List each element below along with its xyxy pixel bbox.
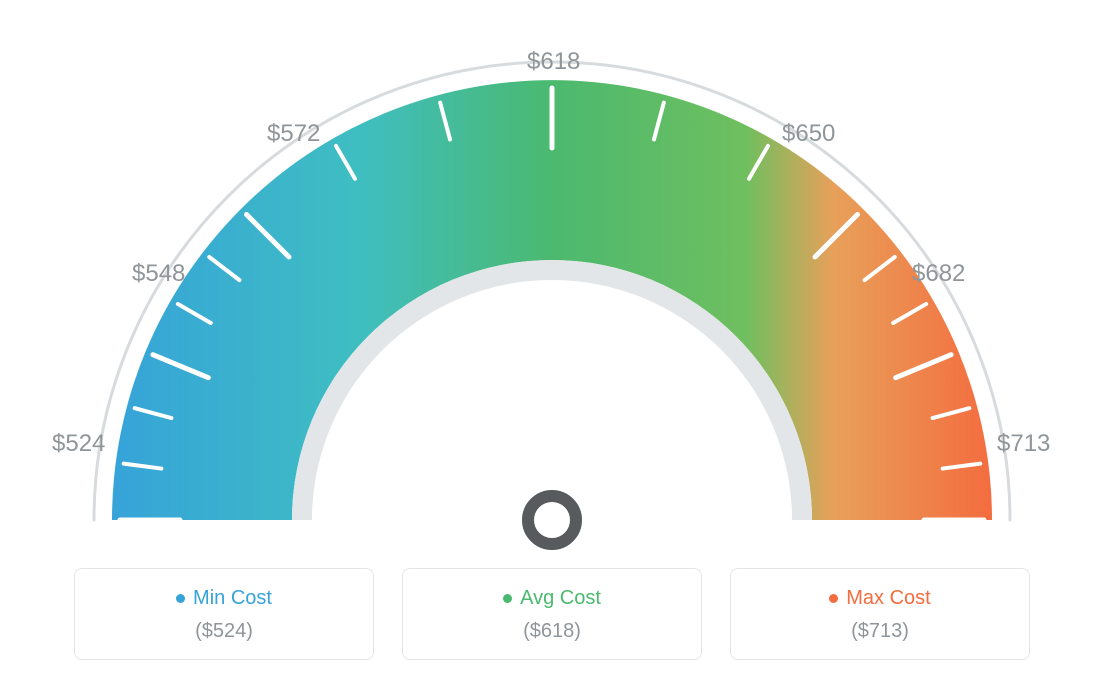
gauge-tick-label: $650 [782,120,835,148]
legend-title-max: Max Cost [829,587,930,610]
dot-min-icon [176,594,185,603]
legend-title-avg: Avg Cost [503,587,601,610]
gauge-chart: $524 $548 $572 $618 $650 $682 $713 [52,30,1052,570]
legend-value-max: ($713) [731,620,1029,643]
legend-card-min: Min Cost ($524) [74,568,374,660]
gauge-tick-label: $713 [997,430,1050,458]
legend-label-avg: Avg Cost [520,587,601,610]
dot-avg-icon [503,594,512,603]
dot-max-icon [829,594,838,603]
gauge-tick-label: $548 [132,260,185,288]
gauge-tick-label: $618 [527,48,580,76]
legend-card-max: Max Cost ($713) [730,568,1030,660]
legend-value-avg: ($618) [403,620,701,643]
gauge-tick-label: $682 [912,260,965,288]
legend-label-max: Max Cost [846,587,930,610]
gauge-tick-label: $524 [52,430,105,458]
legend-title-min: Min Cost [176,587,272,610]
gauge-svg [52,30,1052,570]
legend-label-min: Min Cost [193,587,272,610]
legend-card-avg: Avg Cost ($618) [402,568,702,660]
legend-value-min: ($524) [75,620,373,643]
legend-row: Min Cost ($524) Avg Cost ($618) Max Cost… [74,568,1030,660]
gauge-tick-label: $572 [267,120,320,148]
